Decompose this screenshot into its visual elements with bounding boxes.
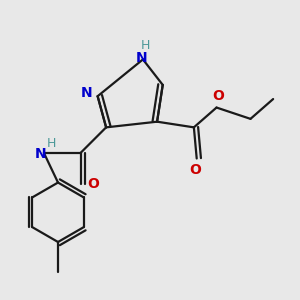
Text: N: N — [80, 86, 92, 100]
Text: H: H — [47, 137, 56, 150]
Text: O: O — [189, 163, 201, 177]
Text: N: N — [136, 51, 147, 65]
Text: O: O — [88, 177, 100, 191]
Text: O: O — [212, 89, 224, 103]
Text: N: N — [35, 147, 47, 161]
Text: H: H — [141, 39, 150, 52]
